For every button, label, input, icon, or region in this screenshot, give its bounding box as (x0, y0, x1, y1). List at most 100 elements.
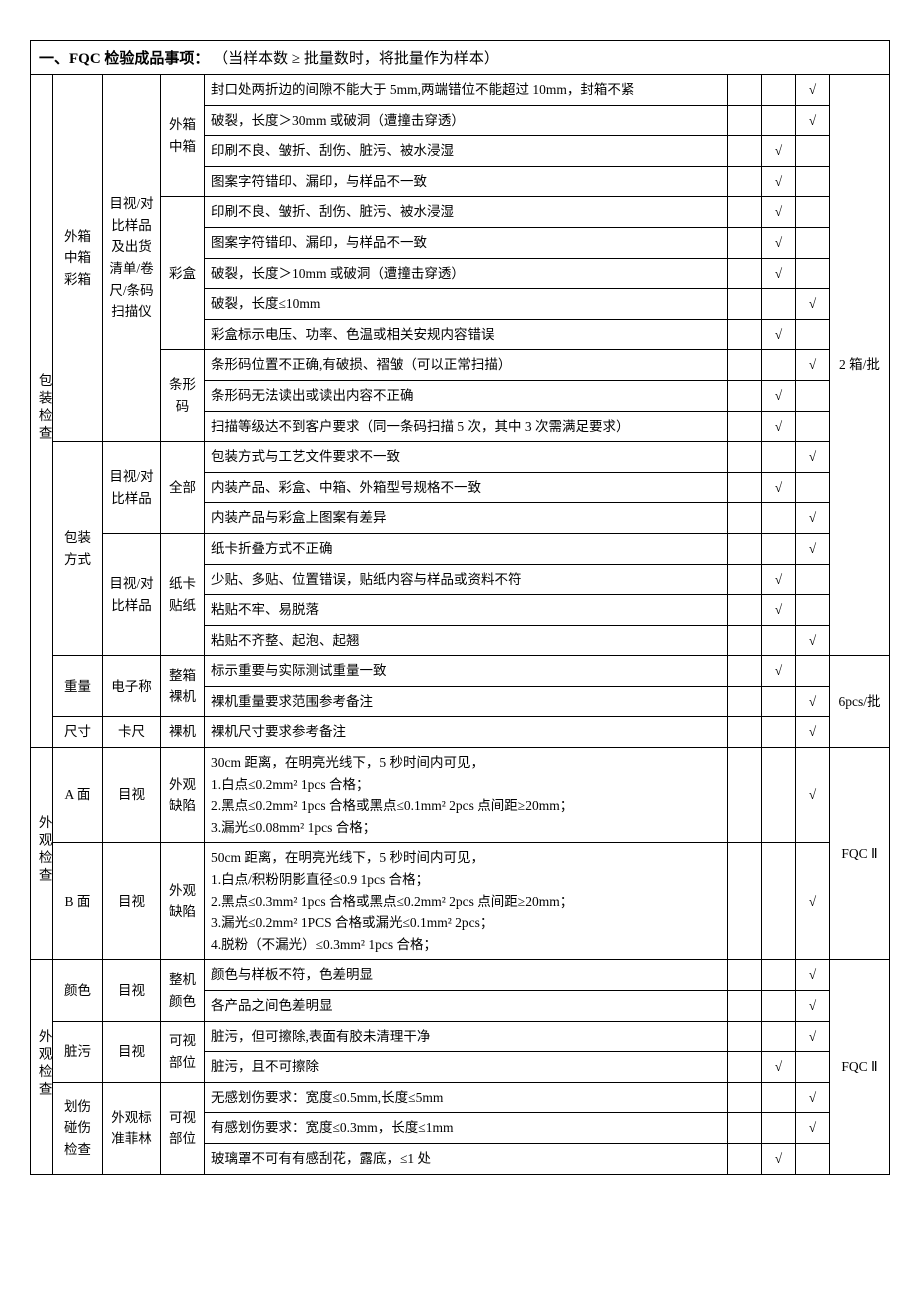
cell: 脏污 (53, 1021, 103, 1082)
doc-title: 一、FQC 检验成品事项： （当样本数 ≥ 批量数时，将批量作为样本） (30, 40, 890, 74)
cell (762, 75, 796, 106)
check-icon (762, 595, 796, 626)
cell: 彩盒标示电压、功率、色温或相关安规内容错误 (205, 319, 728, 350)
cell: 包装方式 (53, 442, 103, 656)
check-icon (762, 1052, 796, 1083)
cell: 电子称 (103, 656, 161, 717)
cell: 外箱中箱彩箱 (53, 75, 103, 442)
cell: FQC Ⅱ (830, 960, 890, 1174)
check-icon (762, 411, 796, 442)
cell: 有感划伤要求：宽度≤0.3mm，长度≤1mm (205, 1113, 728, 1144)
check-icon (762, 380, 796, 411)
check-icon (762, 136, 796, 167)
check-icon (796, 1021, 830, 1052)
cell: 50cm 距离，在明亮光线下，5 秒时间内可见， 1.白点/积粉阴影直径≤0.9… (205, 843, 728, 960)
cell: FQC Ⅱ (830, 748, 890, 960)
check-icon (796, 686, 830, 717)
cell: 印刷不良、皱折、刮伤、脏污、被水浸湿 (205, 197, 728, 228)
cell: 30cm 距离，在明亮光线下，5 秒时间内可见， 1.白点≤0.2mm² 1pc… (205, 748, 728, 843)
check-icon (762, 564, 796, 595)
check-icon (762, 197, 796, 228)
check-icon (796, 289, 830, 320)
cell: 条形码无法读出或读出内容不正确 (205, 380, 728, 411)
check-icon (796, 843, 830, 960)
cell: 外观标准菲林 (103, 1082, 161, 1174)
cell: 破裂，长度＞30mm 或破洞（遭撞击穿透） (205, 105, 728, 136)
check-icon (796, 625, 830, 656)
cell: 目视 (103, 748, 161, 843)
check-icon (762, 472, 796, 503)
section-look1: 外观检查 (31, 748, 53, 960)
check-icon (796, 533, 830, 564)
cell: 破裂，长度≤10mm (205, 289, 728, 320)
check-icon (762, 258, 796, 289)
cell: 外观缺陷 (161, 748, 205, 843)
cell: 图案字符错印、漏印，与样品不一致 (205, 227, 728, 258)
title-text: 一、FQC 检验成品事项： (39, 51, 209, 67)
check-icon (796, 748, 830, 843)
cell (728, 75, 762, 106)
check-icon (796, 442, 830, 473)
cell: 条形码位置不正确,有破损、褶皱（可以正常扫描） (205, 350, 728, 381)
cell: 整箱裸机 (161, 656, 205, 717)
cell: 封口处两折边的间隙不能大于 5mm,两端错位不能超过 10mm，封箱不紧 (205, 75, 728, 106)
cell: B 面 (53, 843, 103, 960)
check-icon (796, 1113, 830, 1144)
cell: 印刷不良、皱折、刮伤、脏污、被水浸湿 (205, 136, 728, 167)
cell: 卡尺 (103, 717, 161, 748)
cell: 目视/对比样品 (103, 533, 161, 655)
cell: 扫描等级达不到客户要求（同一条码扫描 5 次，其中 3 次需满足要求） (205, 411, 728, 442)
cell: 内装产品、彩盒、中箱、外箱型号规格不一致 (205, 472, 728, 503)
cell: 全部 (161, 442, 205, 534)
check-icon (762, 166, 796, 197)
cell: 脏污，但可擦除,表面有胶未清理干净 (205, 1021, 728, 1052)
cell: 2 箱/批 (830, 75, 890, 656)
section-pack: 包装检查 (31, 75, 53, 748)
check-icon (762, 656, 796, 687)
cell: 条形码 (161, 350, 205, 442)
cell: 各产品之间色差明显 (205, 991, 728, 1022)
cell: 图案字符错印、漏印，与样品不一致 (205, 166, 728, 197)
cell: 6pcs/批 (830, 656, 890, 748)
check-icon (796, 350, 830, 381)
cell: 内装产品与彩盒上图案有差异 (205, 503, 728, 534)
cell: 整机颜色 (161, 960, 205, 1021)
cell: 目视/对比样品及出货清单/卷尺/条码扫描仪 (103, 75, 161, 442)
cell: 裸机 (161, 717, 205, 748)
cell: 标示重要与实际测试重量一致 (205, 656, 728, 687)
cell: 玻璃罩不可有有感刮花，露底，≤1 处 (205, 1143, 728, 1174)
cell: 划伤碰伤检查 (53, 1082, 103, 1174)
cell: 包装方式与工艺文件要求不一致 (205, 442, 728, 473)
cell: 可视部位 (161, 1082, 205, 1174)
check-icon (796, 503, 830, 534)
inspection-table: 包装检查 外箱中箱彩箱 目视/对比样品及出货清单/卷尺/条码扫描仪 外箱中箱 封… (30, 74, 890, 1175)
cell: 粘贴不齐整、起泡、起翘 (205, 625, 728, 656)
cell: 目视 (103, 843, 161, 960)
cell: 粘贴不牢、易脱落 (205, 595, 728, 626)
cell: 目视/对比样品 (103, 442, 161, 534)
section-look2: 外观检查 (31, 960, 53, 1174)
check-icon (796, 1082, 830, 1113)
cell: 裸机尺寸要求参考备注 (205, 717, 728, 748)
cell: 可视部位 (161, 1021, 205, 1082)
cell: 裸机重量要求范围参考备注 (205, 686, 728, 717)
check-icon (796, 75, 830, 106)
cell: 目视 (103, 960, 161, 1021)
cell: 纸卡折叠方式不正确 (205, 533, 728, 564)
cell: 外观缺陷 (161, 843, 205, 960)
check-icon (796, 105, 830, 136)
cell: 尺寸 (53, 717, 103, 748)
cell: 少贴、多贴、位置错误，贴纸内容与样品或资料不符 (205, 564, 728, 595)
cell: A 面 (53, 748, 103, 843)
cell: 颜色 (53, 960, 103, 1021)
title-note: （当样本数 ≥ 批量数时，将批量作为样本） (213, 51, 499, 67)
cell: 外箱中箱 (161, 75, 205, 197)
cell: 脏污，且不可擦除 (205, 1052, 728, 1083)
cell: 纸卡贴纸 (161, 533, 205, 655)
check-icon (762, 319, 796, 350)
check-icon (762, 1143, 796, 1174)
cell: 目视 (103, 1021, 161, 1082)
check-icon (796, 991, 830, 1022)
cell: 颜色与样板不符，色差明显 (205, 960, 728, 991)
check-icon (796, 717, 830, 748)
